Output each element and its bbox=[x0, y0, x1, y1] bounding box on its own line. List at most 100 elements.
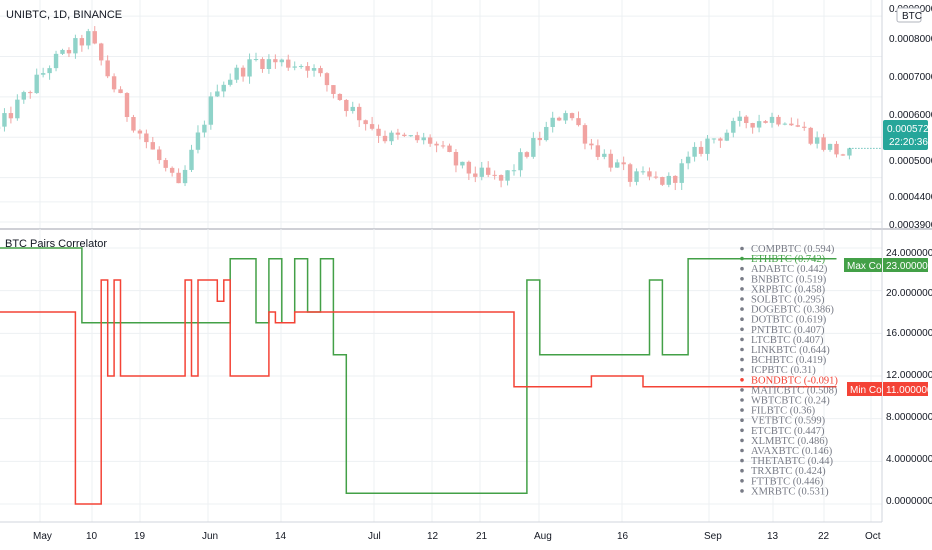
candle-body bbox=[86, 31, 91, 46]
legend-dot bbox=[740, 367, 744, 372]
legend-dot bbox=[740, 468, 744, 473]
candle-body bbox=[305, 66, 310, 71]
correlation-legend: COMPBTC (0.594)ETHBTC (0.742)ADABTC (0.4… bbox=[740, 244, 838, 497]
candle-body bbox=[331, 85, 336, 94]
candle-body bbox=[137, 130, 143, 134]
candle-body bbox=[79, 38, 85, 46]
legend-dot bbox=[740, 408, 744, 412]
candle-body bbox=[324, 73, 330, 86]
candle-body bbox=[344, 99, 349, 112]
candle-body bbox=[563, 113, 568, 121]
legend-dot bbox=[740, 448, 744, 453]
candle-body bbox=[389, 132, 394, 142]
candle-body bbox=[292, 66, 297, 68]
candle-body bbox=[827, 143, 833, 150]
candle-body bbox=[634, 171, 639, 182]
legend-entry: VETBTC (0.599) bbox=[751, 416, 826, 427]
x-label-sep: Sep bbox=[704, 531, 722, 542]
legend-entry: THETABTC (0.44) bbox=[751, 456, 833, 467]
candle-body bbox=[376, 128, 381, 136]
legend-dot bbox=[740, 317, 744, 322]
candle-body bbox=[711, 138, 717, 140]
candle-body bbox=[202, 124, 207, 133]
candle-body bbox=[569, 113, 575, 119]
candle-body bbox=[673, 175, 678, 183]
price-gridlines bbox=[0, 0, 882, 229]
max-corr-tag: Max Corr 23.0000000 bbox=[844, 258, 932, 272]
candle-body bbox=[473, 173, 478, 177]
candle-body bbox=[350, 106, 355, 112]
candle-body bbox=[847, 148, 852, 156]
x-label-aug: Aug bbox=[534, 531, 552, 542]
min-corr-line bbox=[0, 279, 837, 505]
candle-body bbox=[247, 59, 252, 77]
legend-dot bbox=[740, 479, 744, 483]
candle-body bbox=[234, 67, 239, 80]
candle-body bbox=[466, 161, 472, 174]
candle-body bbox=[776, 116, 781, 125]
ind-tick-2: 16.0000000 bbox=[886, 328, 932, 339]
candle-body bbox=[28, 92, 33, 94]
candle-body bbox=[105, 60, 110, 77]
current-price-label: 0.0005725 bbox=[887, 124, 932, 135]
candle-body bbox=[518, 152, 523, 171]
price-tick-2: 0.0007000 bbox=[889, 72, 932, 83]
ind-tick-5: 4.0000000 bbox=[886, 454, 932, 465]
x-label-jun: Jun bbox=[202, 531, 218, 542]
indicator-lines bbox=[0, 247, 837, 505]
candle-body bbox=[795, 125, 800, 127]
candle-body bbox=[666, 175, 671, 185]
legend-entry: FTTBTC (0.446) bbox=[751, 476, 824, 487]
candle-body bbox=[157, 149, 162, 161]
candle-body bbox=[737, 116, 742, 121]
candle-body bbox=[311, 68, 317, 71]
legend-entry: ICPBTC (0.31) bbox=[751, 365, 816, 376]
price-panel[interactable] bbox=[0, 0, 882, 229]
legend-dot bbox=[740, 458, 744, 463]
candle-body bbox=[337, 93, 343, 100]
candle-body bbox=[53, 53, 59, 69]
price-tick-6: 0.0003900 bbox=[889, 220, 932, 231]
candle-body bbox=[434, 143, 439, 146]
legend-entry: XRPBTC (0.458) bbox=[751, 284, 826, 295]
candle-body bbox=[531, 138, 536, 157]
x-label-jul: Jul bbox=[368, 531, 381, 542]
candle-body bbox=[99, 43, 104, 61]
candle-body bbox=[486, 167, 491, 175]
candle-body bbox=[769, 116, 775, 123]
candle-body bbox=[615, 162, 620, 168]
min-corr-value: 11.0000000 bbox=[886, 385, 932, 396]
candle-body bbox=[802, 126, 807, 128]
candle-body bbox=[34, 74, 39, 94]
candle-body bbox=[640, 171, 646, 173]
candle-body bbox=[118, 89, 123, 94]
candle-body bbox=[298, 66, 304, 68]
min-corr-label: Min Corr bbox=[850, 385, 889, 396]
candle-body bbox=[744, 116, 749, 124]
candle-body bbox=[692, 146, 697, 157]
candle-body bbox=[660, 177, 665, 185]
candle-body bbox=[8, 113, 14, 119]
indicator-panel[interactable] bbox=[0, 229, 882, 522]
legend-dot bbox=[740, 277, 744, 281]
candle-body bbox=[460, 161, 465, 166]
candle-body bbox=[524, 152, 530, 157]
candle-body bbox=[427, 137, 433, 144]
legend-entry: XLMBTC (0.486) bbox=[751, 436, 829, 447]
candle-body bbox=[150, 142, 155, 150]
candle-body bbox=[511, 170, 517, 172]
ind-tick-4: 8.0000000 bbox=[886, 412, 932, 423]
legend-dot bbox=[740, 266, 744, 271]
candle-body bbox=[357, 106, 362, 121]
candle-body bbox=[144, 133, 149, 143]
price-tick-5: 0.0004400 bbox=[889, 192, 932, 203]
candle-body bbox=[698, 146, 704, 154]
legend-dot bbox=[740, 287, 744, 291]
currency-badge[interactable]: BTC bbox=[896, 7, 922, 23]
candle-body bbox=[447, 145, 452, 152]
legend-dot bbox=[740, 418, 744, 423]
candle-body bbox=[602, 153, 607, 157]
candle-body bbox=[440, 145, 446, 147]
candle-body bbox=[576, 118, 581, 126]
